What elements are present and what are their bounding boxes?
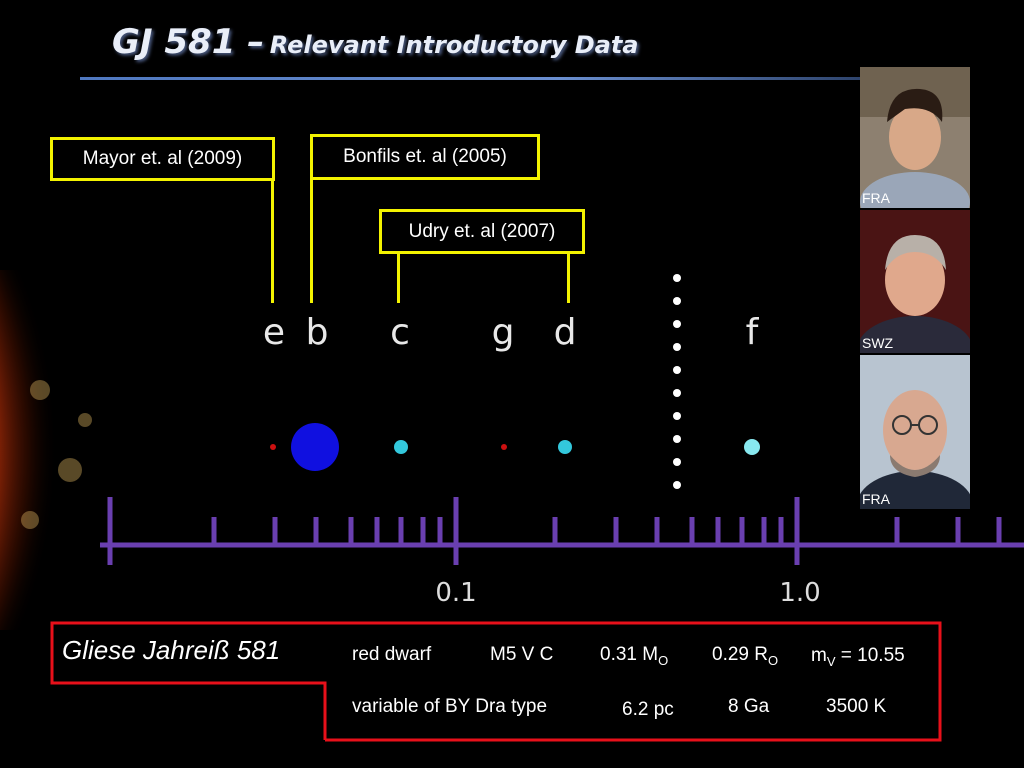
planet-dot-d bbox=[558, 440, 572, 454]
planet-dot-g bbox=[501, 444, 507, 450]
ref-mayor-2009: Mayor et. al (2009) bbox=[50, 137, 275, 181]
portrait-photo-2: SWZ bbox=[860, 210, 970, 353]
portrait-image bbox=[860, 210, 970, 353]
star-variable-type: variable of BY Dra type bbox=[352, 696, 547, 718]
distance-axis bbox=[100, 497, 1024, 565]
star-mass: 0.31 MO bbox=[600, 644, 668, 668]
planet-diagram: e b c g d f 0.1 1.0 bbox=[100, 274, 1024, 608]
planet-dot-e bbox=[270, 444, 276, 450]
planet-label-g: g bbox=[492, 312, 515, 353]
star-spectral-class: M5 V C bbox=[490, 644, 553, 666]
portrait-photo-3: FRA bbox=[860, 355, 970, 509]
connector-line bbox=[271, 180, 274, 303]
portrait-image bbox=[860, 67, 970, 208]
star-temperature: 3500 K bbox=[826, 696, 886, 718]
mass-subscript: O bbox=[658, 652, 669, 668]
spectral-class-text: M5 V C bbox=[490, 644, 554, 665]
planet-dot-b bbox=[291, 423, 339, 471]
star-type: red dwarf bbox=[352, 644, 431, 666]
title-underline bbox=[80, 77, 880, 80]
star-name: Gliese Jahreiß 581 bbox=[62, 635, 281, 665]
mv-prefix: m bbox=[811, 645, 827, 666]
star-radius: 0.29 RO bbox=[712, 644, 778, 668]
age-text: 8 Ga bbox=[728, 696, 770, 717]
axis-tick-label-1.0: 1.0 bbox=[779, 578, 820, 608]
mass-text: 0.31 M bbox=[600, 644, 659, 665]
planet-dot-c bbox=[394, 440, 408, 454]
variable-text: variable of BY Dra type bbox=[352, 696, 548, 717]
star-age: 8 Ga bbox=[728, 696, 769, 718]
planet-label-f: f bbox=[746, 312, 760, 353]
ref-label: Udry et. al (2007) bbox=[408, 220, 556, 242]
sun-image bbox=[0, 270, 125, 630]
mv-value: = 10.55 bbox=[835, 645, 905, 666]
ref-udry-2007: Udry et. al (2007) bbox=[379, 209, 585, 254]
ref-label: Mayor et. al (2009) bbox=[82, 148, 243, 169]
photo-caption: FRA bbox=[862, 190, 890, 206]
planet-label-e: e bbox=[263, 312, 285, 353]
axis-tick-label-0.1: 0.1 bbox=[435, 578, 476, 608]
star-distance: 6.2 pc bbox=[622, 699, 674, 721]
photo-caption: FRA bbox=[862, 491, 890, 507]
title-sub: Relevant Introductory Data bbox=[269, 31, 639, 59]
star-magnitude: mV = 10.55 bbox=[811, 645, 905, 669]
mv-subscript: V bbox=[826, 653, 836, 669]
portrait-image bbox=[860, 355, 970, 509]
connector-line bbox=[567, 253, 570, 303]
ref-bonfils-2005: Bonfils et. al (2005) bbox=[310, 134, 540, 180]
connector-line bbox=[397, 253, 400, 303]
slide-title: GJ 581 – Relevant Introductory Data bbox=[112, 22, 639, 62]
radius-subscript: O bbox=[767, 652, 779, 668]
planet-dot-f bbox=[744, 439, 760, 455]
radius-text: 0.29 R bbox=[712, 644, 768, 665]
portrait-photo-1: FRA bbox=[860, 67, 970, 208]
distance-text: 6.2 pc bbox=[622, 699, 674, 720]
planet-label-d: d bbox=[554, 312, 577, 353]
title-main: GJ 581 – bbox=[112, 22, 265, 62]
dotted-boundary-line bbox=[673, 274, 681, 489]
connector-line bbox=[310, 179, 313, 303]
photo-caption: SWZ bbox=[862, 335, 894, 351]
star-type-text: red dwarf bbox=[352, 644, 432, 665]
temperature-text: 3500 K bbox=[826, 696, 887, 717]
ref-label: Bonfils et. al (2005) bbox=[343, 146, 507, 167]
planet-label-c: c bbox=[390, 312, 410, 353]
planet-label-b: b bbox=[306, 312, 329, 353]
